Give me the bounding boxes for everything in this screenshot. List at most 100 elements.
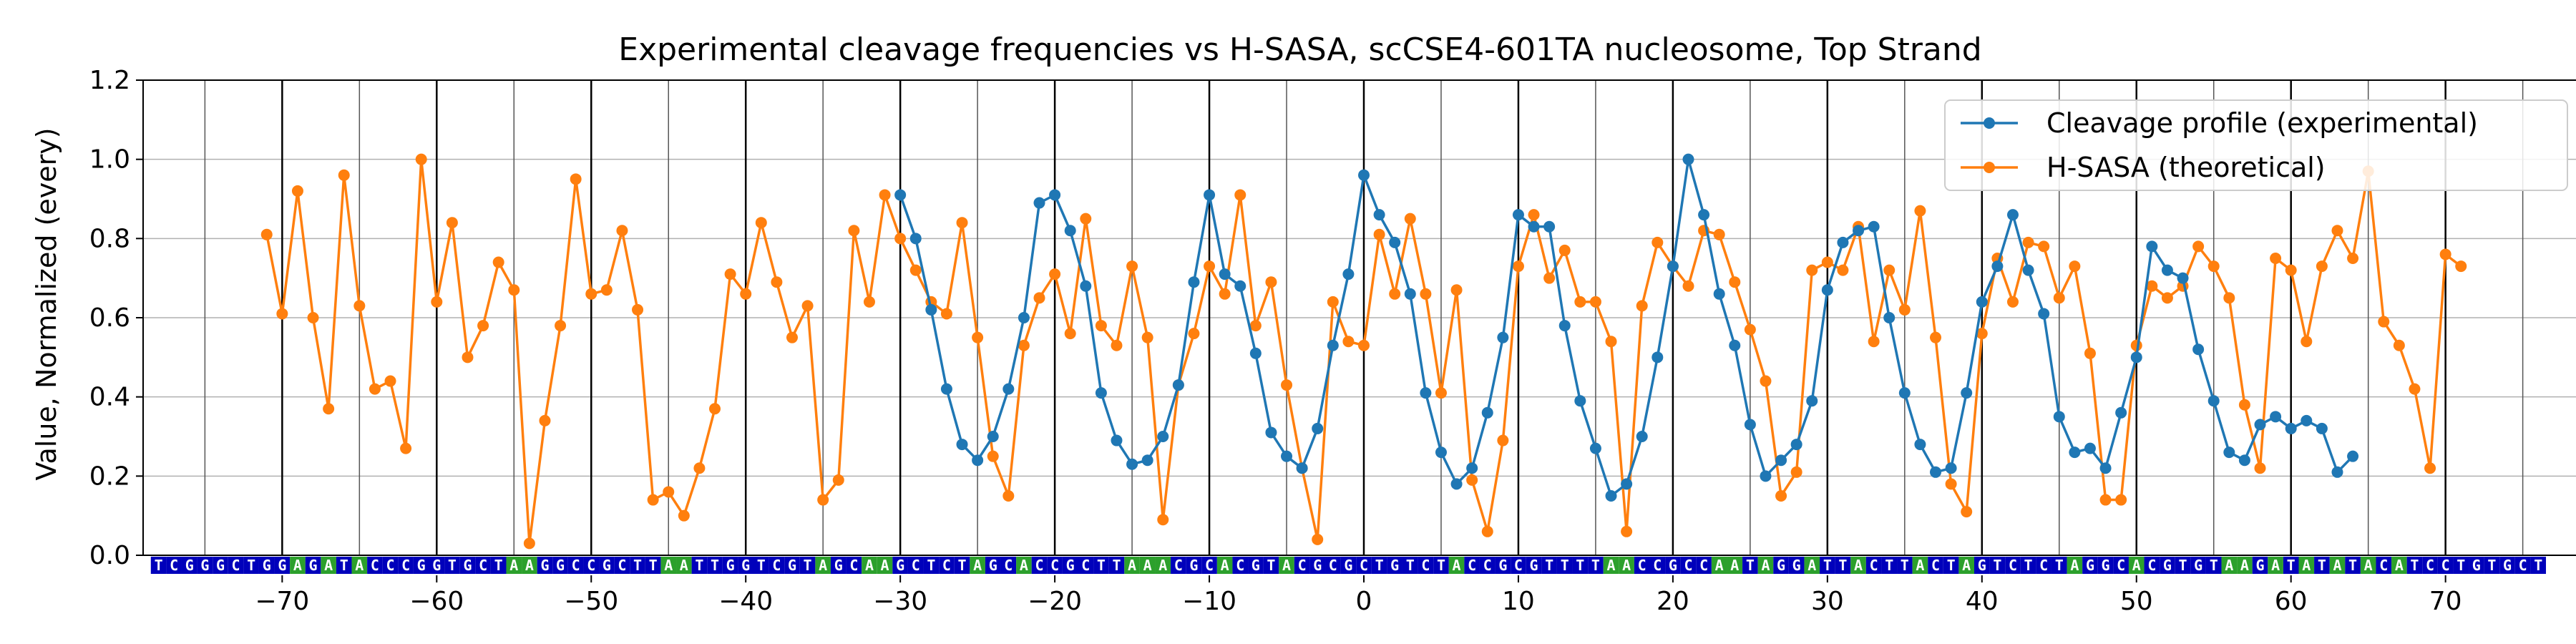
series-1-point xyxy=(1930,331,1942,343)
sequence-base-letter: G xyxy=(278,557,286,574)
sequence-base-letter: T xyxy=(2179,557,2187,574)
sequence-base-cell xyxy=(382,557,399,574)
series-1-point xyxy=(1883,264,1896,276)
series-0-point xyxy=(1111,434,1123,447)
x-tick-label: 70 xyxy=(2429,587,2462,616)
sequence-base-cell xyxy=(1263,557,1279,574)
series-1-point xyxy=(2223,292,2235,304)
series-1-point xyxy=(415,153,427,165)
series-0-point xyxy=(1991,260,2004,273)
sequence-base-cell xyxy=(954,557,970,574)
sequence-base-cell xyxy=(2067,557,2083,574)
sequence-base-cell xyxy=(2530,557,2547,574)
sequence-base-cell xyxy=(707,557,723,574)
legend-marker-theoretical xyxy=(1984,162,1995,173)
y-tick-label: 1.0 xyxy=(89,145,130,175)
series-1-point xyxy=(1358,339,1370,351)
sequence-base-cell xyxy=(243,557,259,574)
series-1-point xyxy=(384,375,396,387)
sequence-base-cell xyxy=(336,557,352,574)
series-1-point xyxy=(2331,225,2343,237)
series-1-point xyxy=(1945,478,1957,490)
series-1-point xyxy=(2455,260,2467,273)
sequence-base-letter: G xyxy=(788,557,796,574)
series-0-point xyxy=(1126,458,1138,470)
series-0-point xyxy=(2130,351,2142,364)
sequence-base-letter: A xyxy=(1453,557,1461,574)
sequence-base-cell xyxy=(1974,557,1990,574)
sequence-base-cell xyxy=(2113,557,2129,574)
series-1-point xyxy=(1018,339,1030,351)
sequence-base-cell xyxy=(1402,557,1418,574)
series-0-point xyxy=(1528,220,1540,233)
sequence-base-letter: T xyxy=(2534,557,2542,574)
series-0-point xyxy=(1667,260,1679,273)
series-1-point xyxy=(1265,276,1277,288)
series-1-point xyxy=(1141,331,1153,343)
series-1-point xyxy=(276,308,288,320)
sequence-base-cell xyxy=(985,557,1001,574)
sequence-base-letter: C xyxy=(401,557,410,574)
series-0-point xyxy=(1265,426,1277,439)
sequence-base-cell xyxy=(2144,557,2160,574)
sequence-base-letter: T xyxy=(448,557,457,574)
sequence-base-letter: A xyxy=(1715,557,1724,574)
series-1-point xyxy=(2270,253,2282,264)
sequence-base-cell xyxy=(305,557,321,574)
sequence-base-letter: T xyxy=(1947,557,1956,574)
sequence-base-cell xyxy=(815,557,831,574)
sequence-base-letter: T xyxy=(1545,557,1553,574)
series-1-point xyxy=(909,264,922,276)
series-1-point xyxy=(2238,399,2250,411)
sequence-base-cell xyxy=(1711,557,1727,574)
sequence-base-letter: A xyxy=(2271,557,2280,574)
axis-ticks: 0.0 0.2 0.4 0.6 0.8 1.0 1.2 −70 −60 −50 −40 −30 −20 −… xyxy=(89,66,2462,616)
sequence-base-letter: A xyxy=(355,557,364,574)
series-1-point xyxy=(1821,256,1833,268)
series-1-point xyxy=(2285,264,2297,276)
sequence-base-letter: C xyxy=(479,557,487,574)
series-1-point xyxy=(863,296,875,308)
sequence-base-letter: T xyxy=(1591,557,1600,574)
sequence-base-cell xyxy=(2391,557,2407,574)
series-1-point xyxy=(1497,434,1509,447)
sequence-base-cell xyxy=(475,557,491,574)
sequence-base-letter: A xyxy=(2070,557,2079,574)
series-1-point xyxy=(2084,347,2096,359)
sequence-base-letter: G xyxy=(1792,557,1801,574)
x-tick-label: 20 xyxy=(1657,587,1689,616)
series-0-point xyxy=(1760,470,1772,482)
series-0-point xyxy=(1358,169,1370,181)
series-1-point xyxy=(1420,288,1432,300)
sequence-base-cell xyxy=(228,557,244,574)
series-1-point xyxy=(1760,375,1772,387)
series-0-point xyxy=(1281,450,1293,462)
sequence-base-letter: T xyxy=(1993,557,2001,574)
sequence-base-cell xyxy=(290,557,306,574)
sequence-base-cell xyxy=(939,557,955,574)
series-1-point xyxy=(2347,253,2359,264)
series-1-point xyxy=(2439,248,2451,260)
sequence-base-cell xyxy=(2190,557,2206,574)
sequence-base-cell xyxy=(1294,557,1310,574)
sequence-base-cell xyxy=(738,557,753,574)
sequence-base-letter: C xyxy=(2009,557,2017,574)
sequence-base-letter: A xyxy=(1282,557,1291,574)
x-tick-label: −70 xyxy=(255,587,309,616)
sequence-base-letter: G xyxy=(1189,557,1198,574)
sequence-base-cell xyxy=(769,557,785,574)
sequence-base-letter: G xyxy=(896,557,904,574)
series-0-point xyxy=(1589,442,1601,454)
series-1-point xyxy=(632,303,644,316)
series-0-point xyxy=(1234,280,1246,292)
series-1-point xyxy=(1002,490,1015,502)
sequence-base-letter: A xyxy=(1854,557,1863,574)
sequence-base-cell xyxy=(676,557,692,574)
series-0-point xyxy=(1249,347,1262,359)
sequence-base-letter: G xyxy=(1669,557,1677,574)
series-0-point xyxy=(2316,422,2328,434)
series-1-point xyxy=(1281,379,1293,391)
series-1-point xyxy=(879,189,891,201)
series-0-point xyxy=(1868,220,1880,233)
sequence-base-cell xyxy=(2051,557,2067,574)
